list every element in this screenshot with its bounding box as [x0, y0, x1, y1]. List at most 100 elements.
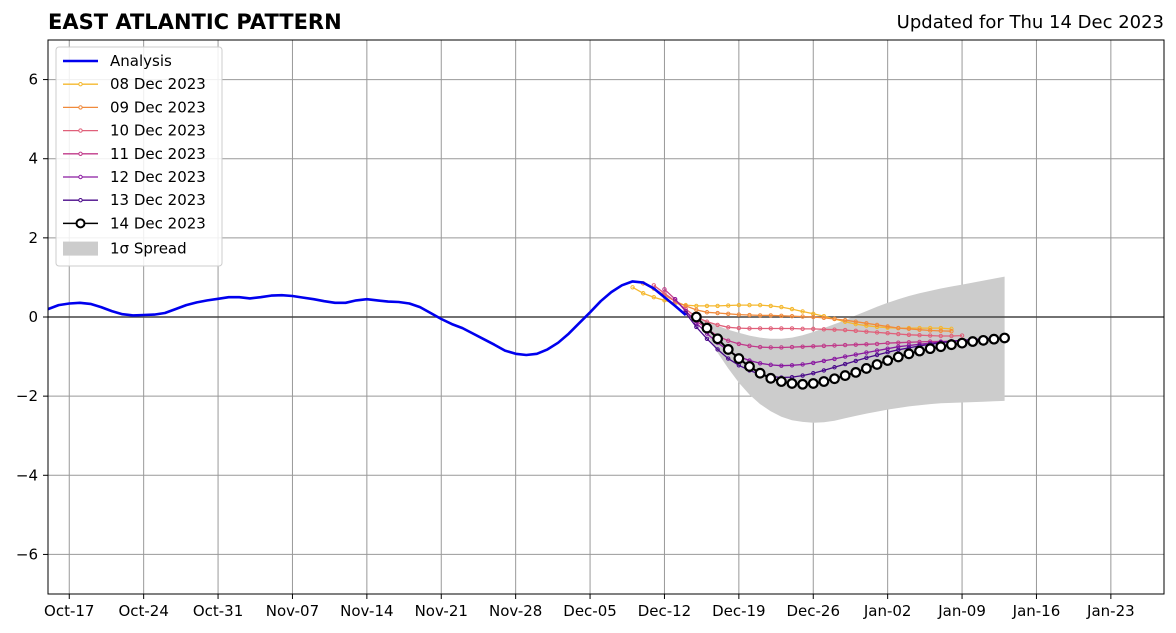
series-point	[726, 325, 731, 330]
series-point	[842, 361, 848, 367]
series-point	[821, 368, 827, 373]
series-point	[704, 336, 710, 341]
legend-label: 10 Dec 2023	[110, 122, 206, 140]
series-point	[821, 343, 827, 349]
series-point	[789, 326, 795, 331]
series-point	[935, 341, 947, 353]
series-point	[853, 328, 858, 334]
series-point	[757, 313, 763, 318]
series-point	[715, 310, 720, 316]
series-point	[811, 326, 816, 332]
series-point	[914, 345, 925, 357]
series-point	[726, 311, 731, 317]
series-point	[747, 343, 752, 349]
legend: Analysis 08 Dec 2023 09 Dec 2023 10 Dec 202…	[55, 46, 223, 267]
series-point	[927, 333, 933, 338]
series-point	[956, 337, 968, 349]
series-point	[885, 324, 890, 329]
series-point	[938, 325, 943, 331]
series-point	[789, 363, 795, 368]
series-point	[832, 365, 837, 370]
series-point	[892, 351, 904, 363]
series-point	[747, 326, 752, 331]
legend-marker	[78, 128, 83, 133]
series-point	[768, 303, 773, 309]
series-point	[882, 355, 894, 366]
series-point	[811, 360, 816, 366]
x-tick-label: Jan-02	[863, 602, 912, 620]
series-point	[715, 303, 720, 309]
x-tick-label: Oct-31	[193, 602, 243, 620]
y-tick-label: −6	[16, 545, 38, 563]
series-point	[864, 355, 869, 360]
series-point	[789, 306, 795, 312]
series-point	[744, 361, 755, 372]
series-point	[832, 316, 837, 322]
series-point	[853, 358, 858, 364]
series-point	[811, 314, 816, 320]
series-point	[977, 334, 989, 346]
series-point	[694, 303, 699, 309]
x-tick-label: Dec-26	[786, 602, 840, 620]
series-point	[864, 321, 869, 326]
spread-area	[696, 276, 1005, 423]
series-point	[757, 361, 763, 366]
series-point	[715, 347, 720, 352]
series-point	[800, 373, 805, 378]
series-point	[786, 378, 798, 389]
series-point	[811, 370, 816, 376]
series-point	[715, 322, 720, 328]
series-point	[775, 376, 787, 387]
series-point	[853, 342, 858, 347]
x-tick-label: Dec-19	[712, 602, 766, 620]
analysis-series	[47, 280, 687, 357]
series-point	[864, 329, 869, 334]
series-point	[800, 309, 805, 314]
series-point	[690, 311, 702, 323]
series-point	[842, 327, 848, 333]
series-point	[853, 319, 858, 324]
series-point	[818, 376, 830, 387]
series-point	[821, 358, 827, 364]
series-point	[800, 344, 805, 349]
series-point	[736, 302, 742, 308]
series-point	[641, 291, 646, 296]
series-point	[917, 339, 922, 345]
series-point	[757, 326, 763, 331]
x-tick-label: Dec-12	[638, 602, 692, 620]
legend-label: 1σ Spread	[110, 240, 187, 258]
series-point	[726, 356, 731, 361]
series-point	[853, 352, 858, 357]
series-point	[733, 353, 745, 364]
series-point	[789, 344, 795, 350]
series-point	[779, 326, 784, 331]
x-tick-label: Dec-05	[563, 602, 617, 620]
series-point	[896, 347, 901, 353]
series-point	[853, 321, 858, 327]
series-point	[779, 304, 784, 310]
axes: Oct-17 Oct-24 Oct-31 Nov-07 Nov-14 Nov-21 Nov-…	[16, 39, 1165, 620]
series-point	[959, 333, 965, 338]
x-tick-label: Jan-09	[937, 602, 986, 620]
series-point	[871, 359, 883, 370]
series-point	[821, 315, 827, 320]
series-point	[736, 341, 742, 347]
series-point	[885, 340, 890, 346]
legend-label: 14 Dec 2023	[110, 214, 206, 232]
series-point	[999, 332, 1010, 344]
legend-box	[55, 46, 223, 267]
chart-title: EAST ATLANTIC PATTERN	[48, 10, 342, 34]
plot-frame	[47, 39, 1165, 595]
y-tick-label: −4	[16, 466, 38, 484]
series-point	[864, 350, 869, 355]
series-point	[726, 303, 731, 308]
series-point	[949, 329, 954, 334]
legend-marker	[78, 105, 83, 110]
series-point	[768, 326, 773, 331]
series-point	[967, 336, 979, 347]
series-point	[946, 339, 957, 351]
y-tick-label: 2	[28, 229, 38, 247]
series-point	[885, 331, 890, 336]
series-point	[757, 344, 763, 350]
